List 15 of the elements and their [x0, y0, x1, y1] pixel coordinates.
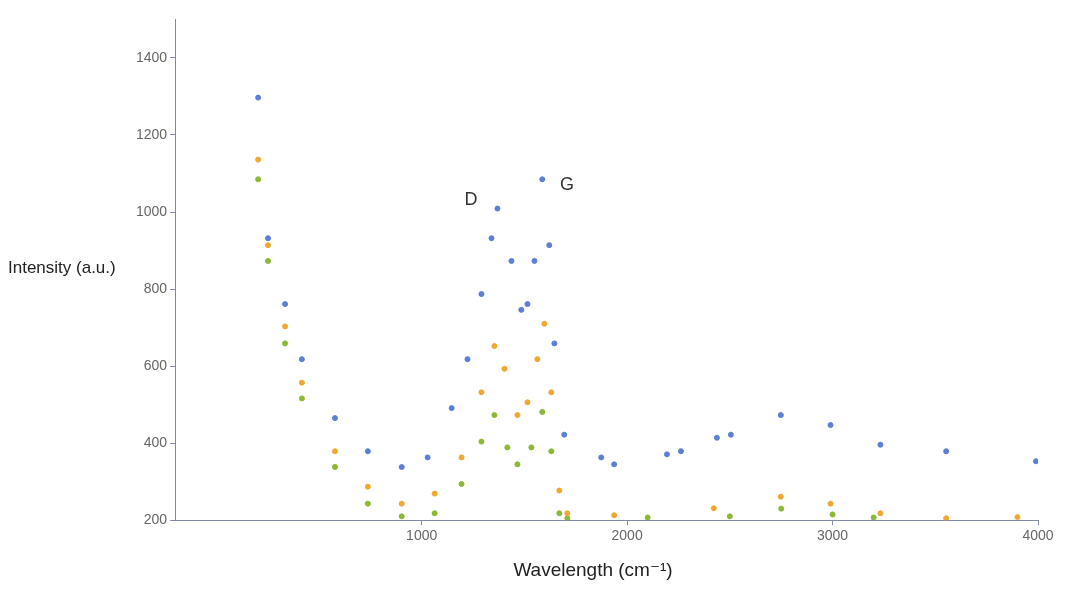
- y-tick-label: 800: [143, 279, 168, 296]
- y-tick-label: 1400: [135, 48, 168, 65]
- y-axis-title: Intensity (a.u.): [8, 257, 117, 278]
- y-tick-label: 400: [143, 434, 168, 451]
- x-tick-label: 2000: [611, 527, 643, 544]
- x-axis-title: Wavelength (cm⁻¹): [512, 558, 674, 581]
- x-tick-label: 1000: [406, 527, 438, 544]
- y-tick-label: 1000: [135, 202, 168, 219]
- x-tick-label: 4000: [1022, 527, 1054, 544]
- y-tick-label: 1200: [135, 125, 168, 142]
- y-tick-label: 600: [143, 356, 168, 373]
- x-tick-label: 3000: [816, 527, 849, 544]
- annotation: D: [464, 188, 478, 209]
- annotation: G: [559, 173, 574, 194]
- y-tick-label: 200: [143, 511, 168, 528]
